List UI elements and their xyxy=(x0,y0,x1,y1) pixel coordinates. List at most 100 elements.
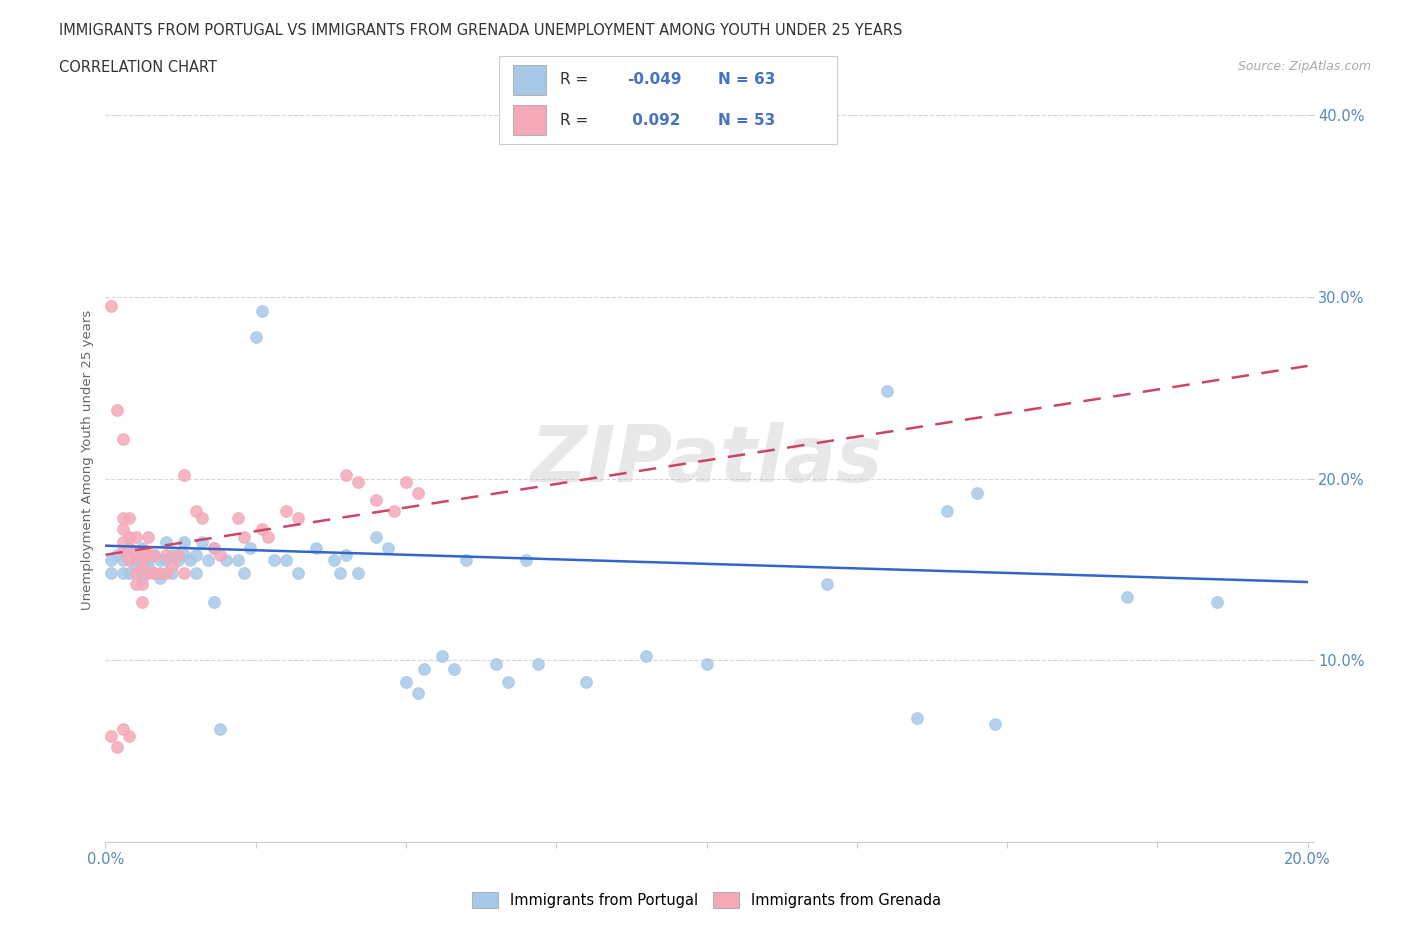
Point xyxy=(496,674,519,689)
Point xyxy=(148,571,170,586)
Point xyxy=(124,558,146,573)
Text: -0.049: -0.049 xyxy=(627,73,682,87)
Point xyxy=(136,558,159,573)
Point xyxy=(382,504,405,519)
Point xyxy=(274,504,297,519)
Legend: Immigrants from Portugal, Immigrants from Grenada: Immigrants from Portugal, Immigrants fro… xyxy=(467,886,946,914)
Point xyxy=(208,722,231,737)
Text: 0.092: 0.092 xyxy=(627,113,681,127)
Point xyxy=(107,402,129,417)
Point xyxy=(118,729,141,744)
Point xyxy=(226,552,249,567)
Point xyxy=(966,485,988,500)
Point xyxy=(131,565,153,580)
Point xyxy=(1116,589,1139,604)
Point xyxy=(173,468,195,483)
Point xyxy=(107,739,129,754)
Point xyxy=(636,649,658,664)
Point xyxy=(184,565,207,580)
Text: Source: ZipAtlas.com: Source: ZipAtlas.com xyxy=(1237,60,1371,73)
Point xyxy=(173,565,195,580)
Point xyxy=(347,565,370,580)
Point xyxy=(184,548,207,563)
Text: R =: R = xyxy=(560,113,593,127)
Point xyxy=(214,552,236,567)
Point xyxy=(197,552,219,567)
Point xyxy=(112,544,135,559)
Point xyxy=(335,548,357,563)
Point xyxy=(142,548,165,563)
Point xyxy=(112,535,135,550)
Point xyxy=(131,594,153,609)
Point xyxy=(984,716,1007,731)
Point xyxy=(166,548,188,563)
Point xyxy=(112,432,135,446)
Point xyxy=(274,552,297,567)
Point xyxy=(454,552,477,567)
Point xyxy=(131,558,153,573)
Point xyxy=(287,565,309,580)
Point xyxy=(160,565,183,580)
Text: N = 63: N = 63 xyxy=(718,73,776,87)
Point xyxy=(148,552,170,567)
Point xyxy=(250,522,273,537)
Point xyxy=(112,552,135,567)
Point xyxy=(124,548,146,563)
Point xyxy=(190,535,212,550)
Point xyxy=(256,529,278,544)
Point xyxy=(335,468,357,483)
Y-axis label: Unemployment Among Youth under 25 years: Unemployment Among Youth under 25 years xyxy=(82,311,94,610)
Point xyxy=(173,548,195,563)
Point xyxy=(430,649,453,664)
Point xyxy=(124,529,146,544)
Point xyxy=(112,565,135,580)
Point xyxy=(148,565,170,580)
Point xyxy=(136,529,159,544)
Point xyxy=(142,565,165,580)
Text: N = 53: N = 53 xyxy=(718,113,776,127)
Point xyxy=(160,548,183,563)
Point xyxy=(155,565,177,580)
Point xyxy=(136,565,159,580)
Bar xyxy=(513,105,547,136)
Point xyxy=(696,657,718,671)
Point xyxy=(239,540,262,555)
Point xyxy=(364,529,387,544)
Point xyxy=(131,577,153,591)
Point xyxy=(815,577,838,591)
Point xyxy=(208,548,231,563)
Point xyxy=(100,565,122,580)
Point xyxy=(184,504,207,519)
Point xyxy=(905,711,928,725)
Point xyxy=(232,565,254,580)
Point xyxy=(131,540,153,555)
Point xyxy=(395,474,418,489)
Point xyxy=(250,304,273,319)
Point xyxy=(443,662,465,677)
Point xyxy=(406,485,429,500)
Point xyxy=(118,565,141,580)
Point xyxy=(1206,594,1229,609)
Point xyxy=(118,540,141,555)
Point xyxy=(124,552,146,567)
Bar xyxy=(513,65,547,95)
Point xyxy=(118,511,141,525)
Point xyxy=(124,548,146,563)
Point xyxy=(575,674,598,689)
Point xyxy=(395,674,418,689)
Point xyxy=(100,729,122,744)
Point xyxy=(202,594,225,609)
Point xyxy=(515,552,537,567)
Point xyxy=(107,548,129,563)
Point xyxy=(245,329,267,344)
Point xyxy=(136,548,159,563)
Point xyxy=(936,504,959,519)
Point xyxy=(118,540,141,555)
Point xyxy=(166,552,188,567)
Point xyxy=(100,552,122,567)
Point xyxy=(305,540,328,555)
Point xyxy=(112,511,135,525)
Point xyxy=(100,299,122,313)
Point xyxy=(173,535,195,550)
Text: ZIPatlas: ZIPatlas xyxy=(530,422,883,498)
